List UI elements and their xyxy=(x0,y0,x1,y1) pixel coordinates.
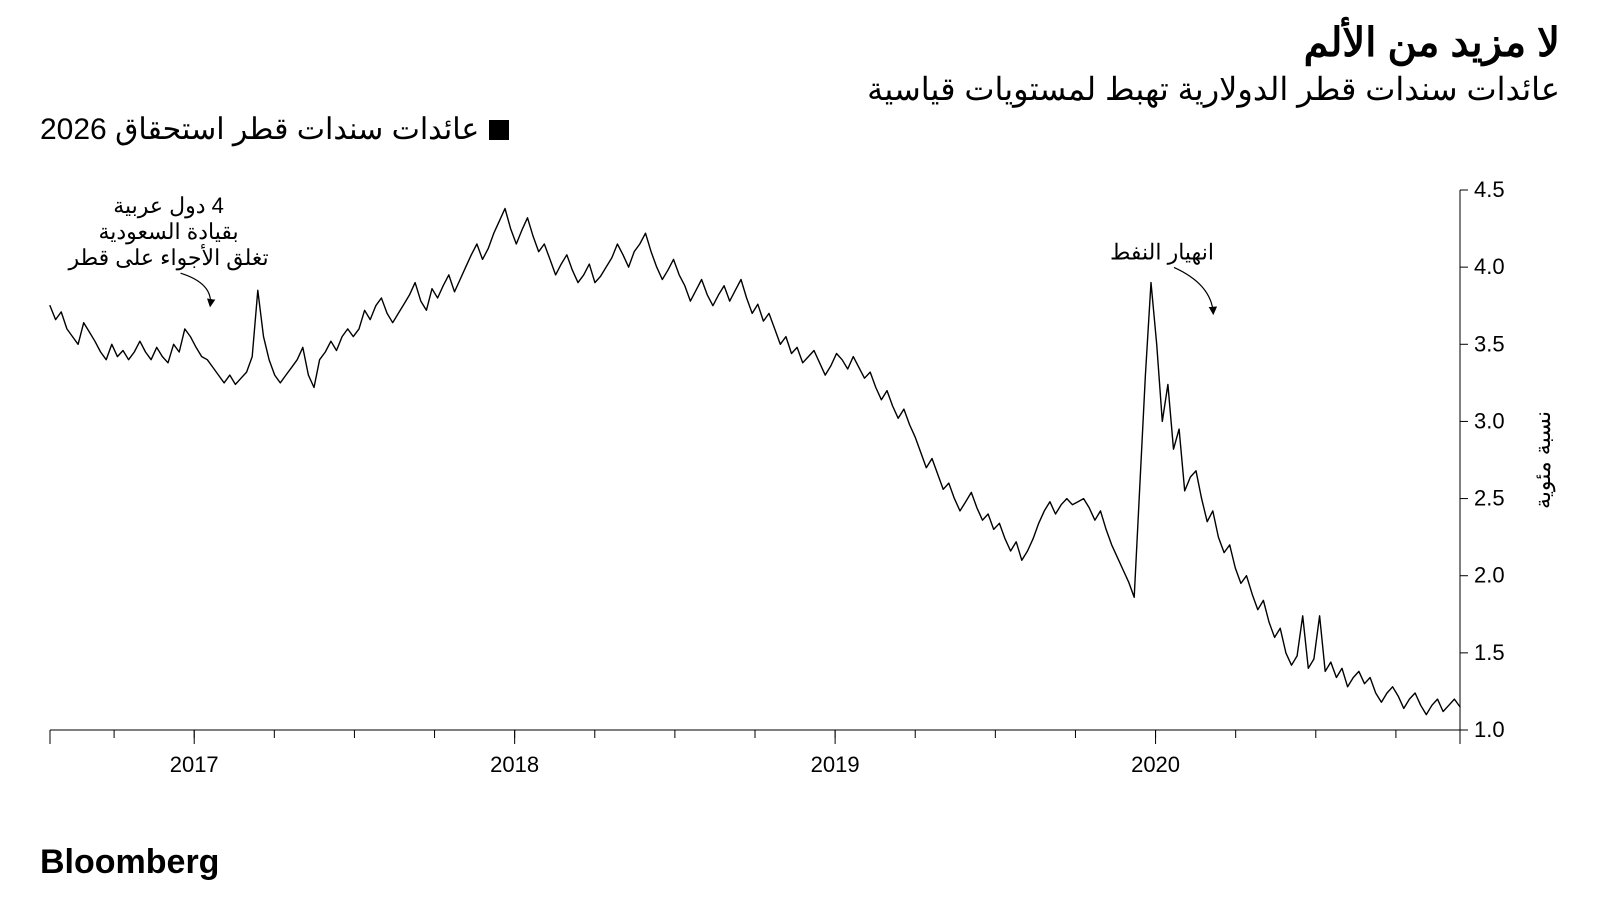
svg-text:4.5: 4.5 xyxy=(1474,180,1505,202)
svg-text:نسبة مئوية: نسبة مئوية xyxy=(1530,411,1556,509)
svg-text:2018: 2018 xyxy=(490,752,539,777)
svg-text:بقيادة السعودية: بقيادة السعودية xyxy=(98,219,238,245)
svg-text:3.5: 3.5 xyxy=(1474,331,1505,356)
chart-header: لا مزيد من الألم عائدات سندات قطر الدولا… xyxy=(40,20,1560,147)
chart-subtitle: عائدات سندات قطر الدولارية تهبط لمستويات… xyxy=(40,70,1560,108)
chart-source: Bloomberg xyxy=(40,843,219,882)
chart-svg: 1.0 1.5 2.0 2.5 3.0 3.5 4.0 4.5 نسبة مئوية 2017 20… xyxy=(40,180,1560,800)
chart-area: 1.0 1.5 2.0 2.5 3.0 3.5 4.0 4.5 نسبة مئوية 2017 20… xyxy=(40,180,1560,800)
svg-text:2.0: 2.0 xyxy=(1474,563,1505,588)
legend-label: عائدات سندات قطر استحقاق 2026 xyxy=(40,112,479,147)
svg-text:2017: 2017 xyxy=(170,752,219,777)
chart-legend: عائدات سندات قطر استحقاق 2026 xyxy=(40,112,1560,147)
chart-container: لا مزيد من الألم عائدات سندات قطر الدولا… xyxy=(0,0,1600,900)
svg-text:2019: 2019 xyxy=(811,752,860,777)
svg-text:4.0: 4.0 xyxy=(1474,254,1505,279)
svg-text:2020: 2020 xyxy=(1131,752,1180,777)
legend-swatch xyxy=(489,120,509,140)
svg-text:3.0: 3.0 xyxy=(1474,408,1505,433)
svg-text:تغلق الأجواء على قطر: تغلق الأجواء على قطر xyxy=(67,243,268,271)
chart-title: لا مزيد من الألم xyxy=(40,20,1560,66)
svg-text:انهيار النفط: انهيار النفط xyxy=(1110,239,1214,265)
svg-text:4 دول عربية: 4 دول عربية xyxy=(113,193,224,219)
svg-text:1.0: 1.0 xyxy=(1474,717,1505,742)
svg-text:1.5: 1.5 xyxy=(1474,640,1505,665)
svg-text:2.5: 2.5 xyxy=(1474,486,1505,511)
